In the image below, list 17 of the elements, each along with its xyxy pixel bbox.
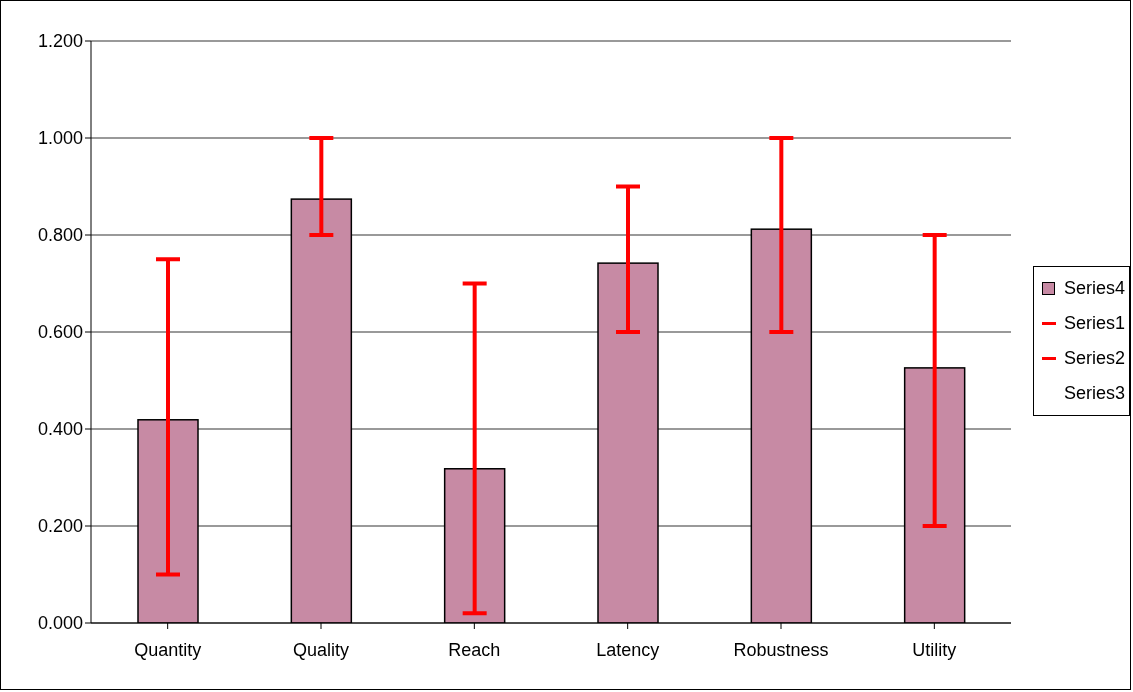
text: Series3 xyxy=(1063,382,1125,405)
y-tick-label: 0.200 xyxy=(37,516,83,537)
y-tick-label: 0.600 xyxy=(37,322,83,343)
y-tick-label: 0.400 xyxy=(37,419,83,440)
x-tick-label: Robustness xyxy=(733,639,829,660)
x-tick-label: Latency xyxy=(596,639,660,660)
x-tick-label: Reach xyxy=(448,639,501,660)
y-tick-label: 0.000 xyxy=(37,613,83,634)
y-tick-label: 1.200 xyxy=(37,31,83,52)
x-tick-label: Quality xyxy=(292,639,350,660)
x-tick-label: Quantity xyxy=(134,639,202,660)
x-tick-label: Utility xyxy=(912,639,957,660)
legend-label: Series2 xyxy=(1063,347,1125,370)
y-tick-label: 0.800 xyxy=(37,225,83,246)
legend-label: Series1 xyxy=(1063,312,1125,335)
y-tick-label: 1.000 xyxy=(37,128,83,149)
legend-label: Series4 xyxy=(1063,277,1125,300)
